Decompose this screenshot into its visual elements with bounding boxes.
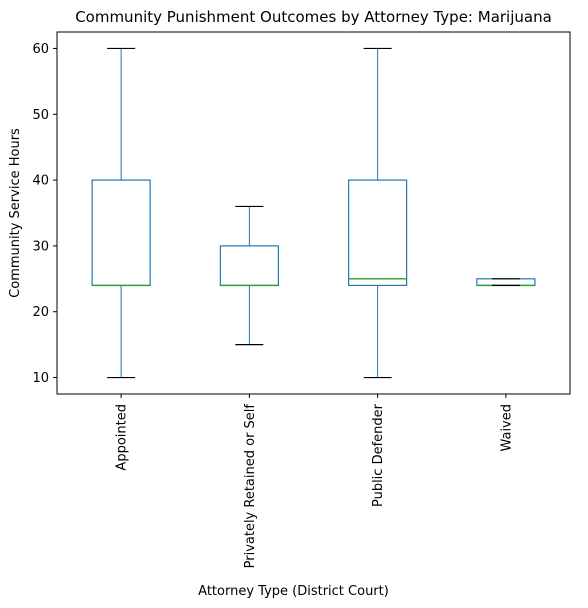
box-iqr xyxy=(476,278,536,286)
x-tick-label: Appointed xyxy=(115,404,130,471)
box-plot-0 xyxy=(91,47,151,379)
box-plot-3 xyxy=(476,278,536,287)
box-plot-2 xyxy=(348,47,408,379)
y-tick-label: 60 xyxy=(32,42,49,57)
x-tick-label: Waived xyxy=(499,404,514,452)
y-tick-label: 30 xyxy=(32,239,49,254)
x-axis-label: Attorney Type (District Court) xyxy=(198,584,389,599)
y-axis-label: Community Service Hours xyxy=(8,128,23,298)
y-axis: 10 20 30 40 50 60 xyxy=(32,42,57,386)
plot-area-frame xyxy=(56,31,571,395)
x-tick-label: Privately Retained or Self xyxy=(243,404,258,569)
y-tick-label: 10 xyxy=(32,371,49,386)
x-axis: Appointed Privately Retained or Self Publi… xyxy=(115,394,514,569)
box-plot-1 xyxy=(219,205,279,346)
x-tick-label: Public Defender xyxy=(371,403,386,507)
box-iqr xyxy=(348,179,408,287)
box-iqr xyxy=(91,179,151,287)
box-iqr xyxy=(219,245,279,286)
y-tick-label: 20 xyxy=(32,305,49,320)
y-tick-label: 40 xyxy=(32,174,49,189)
chart-title: Community Punishment Outcomes by Attorne… xyxy=(75,8,552,26)
boxes-layer xyxy=(91,47,536,379)
y-tick-label: 50 xyxy=(32,108,49,123)
